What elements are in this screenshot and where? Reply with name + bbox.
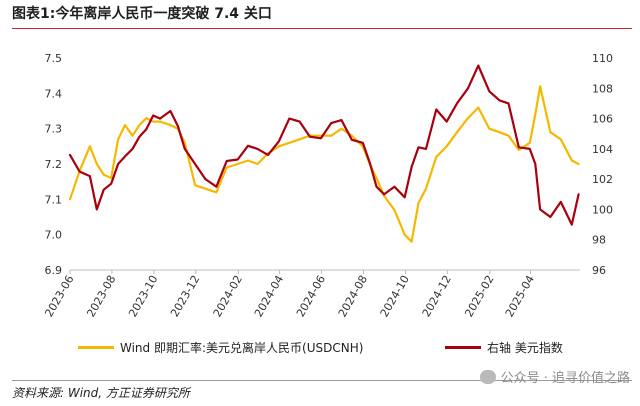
chart-title: 图表1:今年离岸人民币一度突破 7.4 关口 bbox=[12, 6, 272, 22]
wechat-icon bbox=[479, 369, 496, 384]
x-tick-label: 2024-06 bbox=[294, 273, 328, 319]
x-tick-label: 2024-04 bbox=[252, 273, 286, 319]
y-right-tick-label: 110 bbox=[592, 52, 613, 65]
x-tick-label: 2023-06 bbox=[42, 273, 76, 319]
x-tick-label: 2023-12 bbox=[168, 273, 202, 319]
watermark: 公众号 · 追寻价值之路 bbox=[479, 367, 630, 386]
y-right-tick-label: 100 bbox=[592, 203, 613, 216]
x-tick-label: 2024-12 bbox=[420, 273, 454, 319]
legend-item-dxy: 右轴 美元指数 bbox=[445, 339, 563, 356]
watermark-text: 公众号 · 追寻价值之路 bbox=[500, 371, 630, 386]
legend-label-dxy: 右轴 美元指数 bbox=[487, 341, 563, 355]
y-left-tick-label: 7.1 bbox=[45, 193, 63, 206]
y-right-tick-label: 104 bbox=[592, 143, 613, 156]
y-left-tick-label: 7.4 bbox=[45, 87, 63, 100]
y-right-tick-label: 96 bbox=[592, 264, 606, 277]
x-tick-label: 2024-10 bbox=[378, 273, 412, 319]
legend-swatch-dxy bbox=[445, 346, 481, 349]
source-note: 资料来源: Wind, 方正证券研究所 bbox=[12, 386, 190, 400]
legend-swatch-usdcnh bbox=[78, 346, 114, 349]
series-line-usdcnh bbox=[68, 85, 580, 243]
x-tick-label: 2023-10 bbox=[126, 273, 160, 319]
y-right-tick-label: 106 bbox=[592, 113, 613, 126]
y-right-tick-label: 98 bbox=[592, 234, 606, 247]
legend-item-usdcnh: Wind 即期汇率:美元兑离岸人民币(USDCNH) bbox=[78, 339, 363, 356]
y-left-tick-label: 7.3 bbox=[45, 123, 63, 136]
y-left-tick-label: 7.2 bbox=[45, 158, 63, 171]
x-tick-label: 2024-08 bbox=[336, 273, 370, 319]
x-tick-label: 2024-02 bbox=[211, 273, 245, 319]
legend-label-usdcnh: Wind 即期汇率:美元兑离岸人民币(USDCNH) bbox=[120, 341, 364, 355]
x-tick-label: 2025-04 bbox=[503, 273, 537, 319]
x-tick-label: 2023-08 bbox=[84, 273, 118, 319]
y-left-tick-label: 7.0 bbox=[45, 229, 63, 242]
y-right-tick-label: 102 bbox=[592, 173, 613, 186]
source-divider bbox=[12, 380, 632, 381]
line-chart: 6.9 7.0 7.1 7.2 7.3 7.4 7.5 96 98 100 102 104 106 108… bbox=[42, 52, 613, 319]
y-left-tick-label: 6.9 bbox=[45, 264, 63, 277]
y-right-tick-label: 108 bbox=[592, 82, 613, 95]
title-divider bbox=[12, 28, 632, 29]
series-line-dxy bbox=[68, 64, 580, 226]
x-tick-label: 2025-02 bbox=[462, 273, 496, 319]
y-left-tick-label: 7.5 bbox=[45, 52, 63, 65]
